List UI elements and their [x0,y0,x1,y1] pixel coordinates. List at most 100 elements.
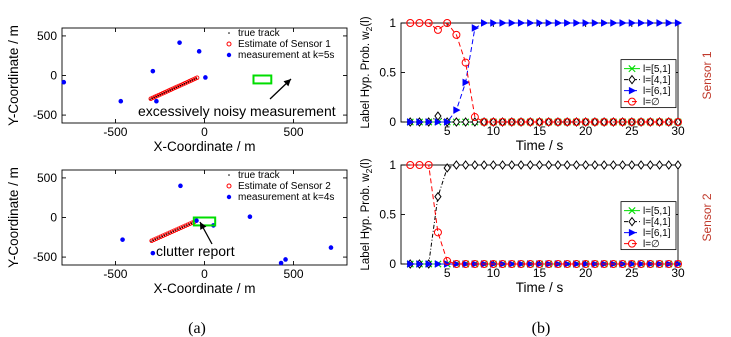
x-tick-label: 20 [579,124,593,138]
track-point [154,238,157,240]
data-point [609,160,617,170]
track-point [177,228,179,230]
y-tick-label: 1 [389,158,396,172]
data-point [470,260,479,268]
data-point [646,260,655,268]
series-line [410,164,678,265]
data-point [609,118,618,126]
x-tick-label: 15 [533,266,547,280]
data-point [507,118,516,126]
track-point [163,92,165,94]
x-tick-label: 30 [671,266,685,280]
data-point [627,118,636,126]
data-point [656,19,664,27]
data-point [618,160,627,170]
data-point [415,19,424,27]
data-point [618,118,627,126]
annotation-text: clutter report [156,243,235,259]
data-point [628,86,637,95]
highlight-box [252,74,273,85]
data-point [628,97,636,106]
data-point [471,24,480,32]
track-point [166,233,168,235]
series-3 [406,19,682,126]
x-tick-label: 10 [487,266,501,280]
data-point [453,106,461,114]
data-point [545,19,553,27]
data-point [619,19,627,27]
data-point [526,260,535,268]
measurement-point [118,98,124,104]
x-tick-label: 500 [284,267,304,281]
track-point [185,82,188,84]
x-tick-label: 500 [284,125,304,139]
measurement-point [178,183,183,189]
y-tick-label: 0 [50,211,57,225]
data-point [601,19,609,27]
data-point [498,118,507,126]
x-tick-label: 30 [671,124,685,138]
data-point [554,19,563,27]
data-point [581,260,590,268]
legend-label: measurement at k=5s [238,50,334,61]
y-axis-label: Y-Coordinate / m [6,167,21,268]
data-point [452,260,461,268]
track-point [171,88,174,90]
x-axis-label: X-Coordinate / m [153,281,255,296]
legend-box [620,59,677,109]
y-tick-label: 0 [389,115,396,129]
data-point [572,160,581,170]
track-point [165,91,167,93]
track-point [193,78,196,80]
data-point [517,19,526,27]
x-tick-label: -500 [103,125,127,139]
annotation-text: excessively noisy measurement [138,103,336,119]
data-point [425,118,433,126]
track-point [172,230,175,232]
data-point [535,118,544,126]
data-point [628,228,637,237]
data-point [582,19,590,27]
data-point [471,160,479,170]
track-point [191,79,194,81]
data-point [433,228,442,237]
legend-label: l=[6,1] [643,228,671,239]
annotation-arrowhead [283,79,291,87]
panel-a-top: -500 0 500 -500 0 500 X-Coordinate / m Y-Coordi… [6,25,348,154]
measurement-point [150,68,156,74]
data-point [526,160,534,170]
track-point [190,222,193,224]
estimate-point [194,75,200,81]
data-point [582,160,590,170]
data-point [444,260,452,268]
data-point [424,19,433,27]
data-point [526,118,535,126]
data-point [489,118,498,126]
data-point [664,118,673,126]
y-axis-label: Label Hyp. Prob. w2(l) [360,158,374,270]
measurement-point [247,214,253,220]
y-axis-label: Label Hyp. Prob. w2(l) [360,16,374,128]
legend-label: l=[4,1] [643,75,671,86]
legend-marker [226,52,232,58]
track-point [168,232,170,234]
data-point [646,118,655,126]
series-line [410,22,678,123]
data-point [628,216,636,227]
data-point [553,118,562,126]
data-point [452,160,461,170]
data-point [600,260,609,268]
data-point [545,160,553,170]
y-axis-label-tail: (l) [360,16,372,26]
y-axis-label-main: Label Hyp. Prob. w [360,173,372,271]
track-point [189,80,192,82]
x-axis-label: Time / s [516,138,564,153]
data-point [572,118,581,126]
x-tick-label: -500 [103,267,127,281]
legend-marker [226,194,232,200]
data-point [499,19,507,27]
legend-label: Estimate of Sensor 1 [238,39,331,50]
data-point [461,58,470,67]
data-point [535,260,544,268]
measurement-point [194,218,199,223]
